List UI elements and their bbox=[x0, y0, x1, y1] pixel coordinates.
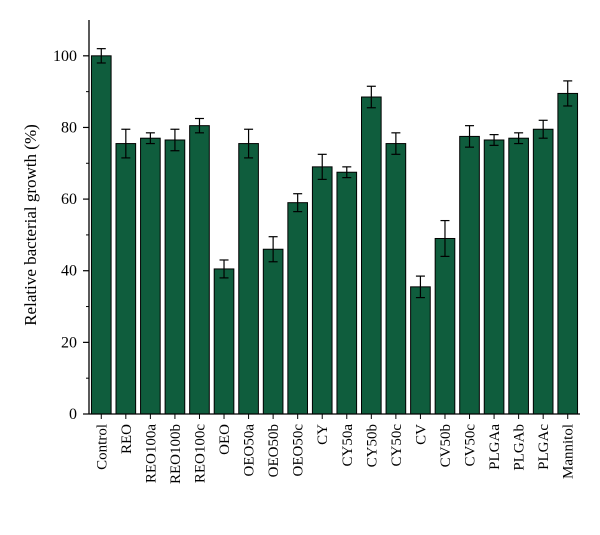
bar-cy50b bbox=[361, 96, 382, 415]
bar-oeo50c bbox=[287, 202, 308, 415]
y-tick-label: 100 bbox=[53, 48, 77, 65]
x-tick-label: CY bbox=[315, 424, 331, 445]
bar-cy50c bbox=[385, 143, 407, 415]
bar-reo100b bbox=[164, 139, 186, 415]
y-tick-label: 0 bbox=[69, 406, 77, 423]
bar-cv50c bbox=[459, 135, 480, 415]
bar-plgab bbox=[508, 137, 529, 415]
x-tick-label: REO bbox=[119, 424, 135, 454]
y-axis-label: Relative bacterial growth (%) bbox=[21, 124, 40, 326]
x-tick-label: CV bbox=[413, 424, 429, 445]
bar-cv bbox=[410, 286, 431, 415]
x-tick-label: PLGAa bbox=[487, 424, 503, 470]
x-tick-label: OEO50a bbox=[242, 424, 258, 477]
bar-oeo50a bbox=[238, 143, 259, 415]
bar-control bbox=[90, 55, 112, 415]
plot-area: Control REO REO100a REO100b REO100c OEO OEO50a… bbox=[53, 20, 580, 484]
y-tick-label: 80 bbox=[61, 119, 77, 136]
x-tick-label: OEO50b bbox=[266, 424, 282, 477]
x-tick-label: REO100b bbox=[168, 424, 184, 484]
x-tick-label: CV50b bbox=[438, 424, 454, 467]
bar-reo100a bbox=[140, 137, 161, 415]
y-tick-label: 60 bbox=[61, 191, 77, 208]
x-tick-label: CY50c bbox=[389, 424, 405, 467]
x-tick-label: PLGAb bbox=[512, 424, 528, 471]
x-tick-label: REO100c bbox=[192, 424, 208, 484]
x-tick-label: OEO50c bbox=[291, 424, 307, 477]
x-tick-label: REO100a bbox=[143, 424, 159, 484]
x-tick-label: CY50b bbox=[364, 424, 380, 467]
x-tick-label: OEO bbox=[217, 424, 233, 455]
x-tick-label: Mannitol bbox=[561, 424, 577, 479]
bar-plgac bbox=[532, 128, 554, 415]
bar-cy bbox=[311, 166, 333, 415]
x-tick-label: CY50a bbox=[340, 424, 356, 467]
bar-cy50a bbox=[336, 171, 358, 415]
y-tick-label: 40 bbox=[61, 263, 77, 280]
bar-cv50b bbox=[434, 237, 456, 415]
bar-reo bbox=[115, 143, 137, 415]
x-tick-label: Control bbox=[94, 424, 110, 470]
x-tick-label: CV50c bbox=[463, 424, 479, 467]
bar-oeo50b bbox=[262, 248, 284, 415]
bar-oeo bbox=[213, 268, 235, 415]
x-tick-label: PLGAc bbox=[536, 424, 552, 470]
bar-reo100c bbox=[189, 125, 210, 415]
bar-mannitol bbox=[557, 92, 579, 415]
bar-plgaa bbox=[483, 139, 505, 415]
y-tick-label: 20 bbox=[61, 334, 77, 351]
